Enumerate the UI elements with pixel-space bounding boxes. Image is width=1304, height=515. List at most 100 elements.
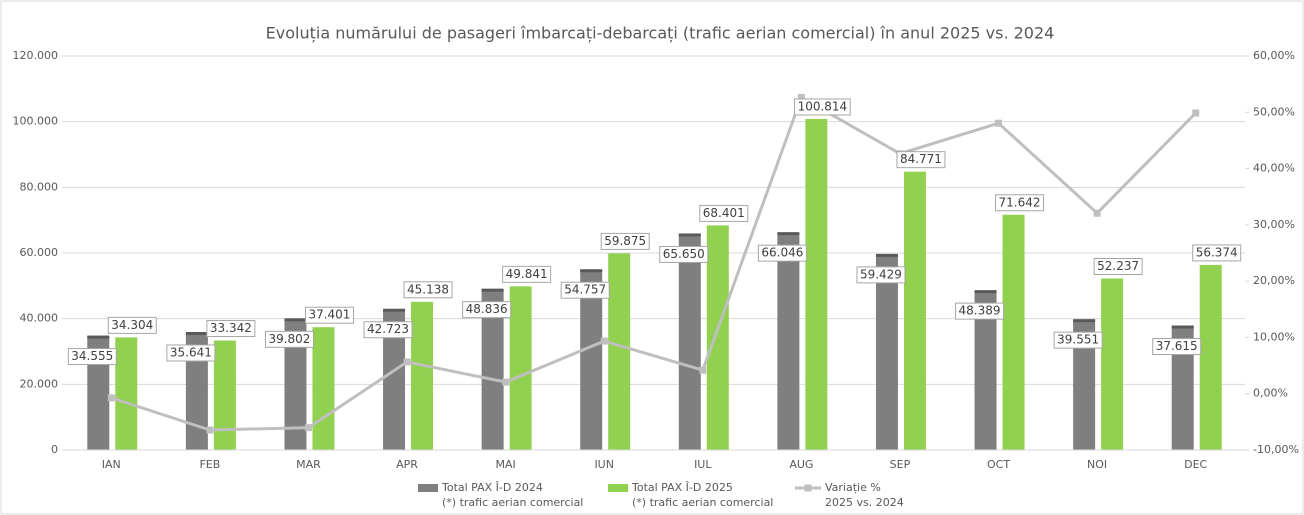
- legend-note: (*) trafic aerian comercial: [442, 496, 583, 509]
- y2-tick-label: 30,00%: [1253, 218, 1295, 231]
- data-label-box: [166, 344, 216, 362]
- bar: [185, 332, 208, 450]
- bar: [411, 301, 434, 450]
- data-label: 48.389: [959, 304, 1001, 318]
- data-label: 42.723: [367, 322, 409, 336]
- data-label-box: [502, 265, 552, 283]
- data-label-box: [403, 281, 453, 299]
- data-label-box: [363, 321, 413, 339]
- data-label: 71.642: [999, 195, 1041, 209]
- legend-swatch: [608, 484, 628, 492]
- data-label: 34.304: [111, 318, 153, 332]
- bar: [312, 327, 335, 450]
- legend-note: (*) trafic aerian comercial: [632, 496, 773, 509]
- data-label-box: [206, 320, 256, 338]
- x-tick-label: APR: [396, 458, 418, 471]
- x-tick-label: DEC: [1184, 458, 1207, 471]
- data-label-box: [560, 281, 610, 299]
- bar: [115, 337, 138, 450]
- bar-cap: [1073, 319, 1096, 323]
- legend-swatch: [804, 484, 812, 492]
- data-label-box: [462, 301, 512, 319]
- bar: [777, 233, 800, 450]
- bar-cap: [875, 253, 898, 257]
- data-label-box: [107, 316, 157, 334]
- y2-tick-label: 20,00%: [1253, 274, 1295, 287]
- marker: [206, 426, 214, 434]
- marker: [600, 337, 608, 345]
- y-tick-label: 0: [51, 443, 58, 456]
- data-label: 49.841: [506, 267, 548, 281]
- data-label: 59.875: [604, 234, 646, 248]
- x-tick-label: IUL: [694, 458, 712, 471]
- x-tick-label: OCT: [987, 458, 1010, 471]
- data-label-box: [304, 306, 354, 324]
- data-label: 54.757: [564, 283, 606, 297]
- data-label-box: [67, 348, 117, 366]
- marker: [403, 358, 411, 366]
- data-label: 66.046: [761, 246, 803, 260]
- marker: [797, 93, 805, 101]
- marker: [1093, 209, 1101, 217]
- y2-tick-label: 10,00%: [1253, 330, 1295, 343]
- data-label: 34.555: [71, 349, 113, 363]
- data-label: 65.650: [663, 247, 705, 261]
- bar-cap: [87, 335, 110, 339]
- data-label: 39.551: [1057, 333, 1099, 347]
- data-label: 68.401: [703, 206, 745, 220]
- x-tick-label: FEB: [199, 458, 220, 471]
- y-tick-label: 100.000: [13, 115, 59, 128]
- bar: [1199, 264, 1222, 450]
- data-label: 59.429: [860, 267, 902, 281]
- bar: [706, 225, 729, 450]
- data-label: 37.615: [1156, 339, 1198, 353]
- x-tick-label: SEP: [890, 458, 911, 471]
- data-label: 48.836: [466, 302, 508, 316]
- data-label-box: [600, 232, 650, 250]
- bar: [875, 254, 898, 450]
- data-label-box: [856, 266, 906, 284]
- data-label-box: [955, 302, 1005, 320]
- bar-cap: [678, 233, 701, 237]
- y-tick-label: 120.000: [13, 49, 59, 62]
- marker: [304, 424, 312, 432]
- bar-cap: [383, 308, 406, 312]
- bar: [1101, 278, 1124, 450]
- data-label: 33.342: [210, 321, 252, 335]
- legend-note: 2025 vs. 2024: [825, 496, 904, 509]
- x-tick-label: IAN: [102, 458, 121, 471]
- marker: [995, 119, 1003, 127]
- y2-tick-label: 40,00%: [1253, 162, 1295, 175]
- x-tick-label: MAI: [495, 458, 515, 471]
- data-label-box: [794, 98, 851, 116]
- y2-tick-label: 60,00%: [1253, 49, 1295, 62]
- bar: [1073, 320, 1096, 450]
- data-label-box: [995, 194, 1045, 212]
- data-label-box: [1093, 257, 1143, 275]
- y2-tick-label: 0,00%: [1253, 387, 1288, 400]
- y-tick-label: 60.000: [20, 246, 59, 259]
- data-label-box: [699, 204, 749, 222]
- data-label-box: [896, 151, 946, 169]
- bar: [678, 234, 701, 450]
- bar: [509, 286, 532, 450]
- marker: [1192, 109, 1200, 117]
- data-label-box: [1152, 337, 1202, 355]
- bar: [805, 118, 828, 451]
- bar: [383, 309, 406, 450]
- bar-cap: [777, 232, 800, 236]
- data-label: 52.237: [1097, 259, 1139, 273]
- bar-cap: [974, 290, 997, 294]
- x-tick-label: NOI: [1087, 458, 1107, 471]
- bar: [1002, 214, 1025, 450]
- marker: [107, 394, 115, 402]
- x-tick-label: MAR: [296, 458, 321, 471]
- bar: [284, 319, 307, 450]
- data-label-box: [659, 245, 709, 263]
- x-tick-label: AUG: [789, 458, 813, 471]
- bar: [1171, 326, 1194, 450]
- bar-cap: [481, 288, 504, 292]
- data-label-box: [1192, 244, 1242, 262]
- bar-cap: [1171, 325, 1194, 329]
